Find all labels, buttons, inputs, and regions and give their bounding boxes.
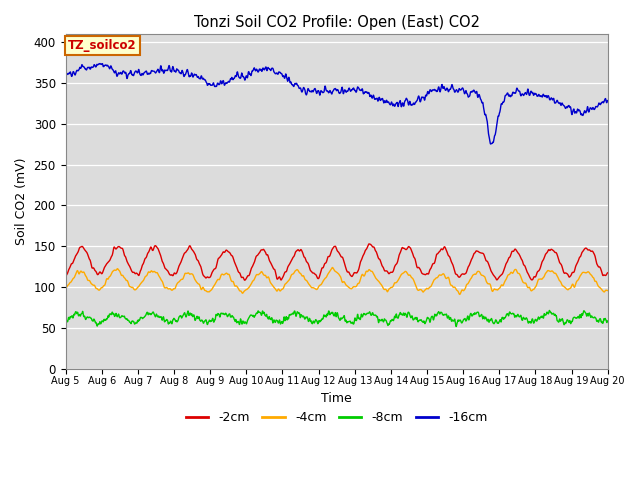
Legend: -2cm, -4cm, -8cm, -16cm: -2cm, -4cm, -8cm, -16cm <box>181 406 492 429</box>
X-axis label: Time: Time <box>321 392 352 405</box>
Text: TZ_soilco2: TZ_soilco2 <box>68 39 137 52</box>
Title: Tonzi Soil CO2 Profile: Open (East) CO2: Tonzi Soil CO2 Profile: Open (East) CO2 <box>194 15 479 30</box>
Y-axis label: Soil CO2 (mV): Soil CO2 (mV) <box>15 157 28 245</box>
